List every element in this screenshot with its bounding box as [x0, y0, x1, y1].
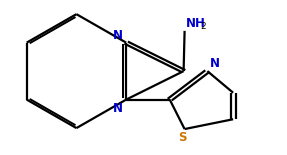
Text: N: N	[210, 57, 220, 70]
Text: S: S	[178, 131, 187, 144]
Text: NH: NH	[186, 17, 206, 30]
Text: N: N	[113, 102, 123, 115]
Text: 2: 2	[201, 22, 206, 31]
Text: N: N	[113, 29, 123, 42]
